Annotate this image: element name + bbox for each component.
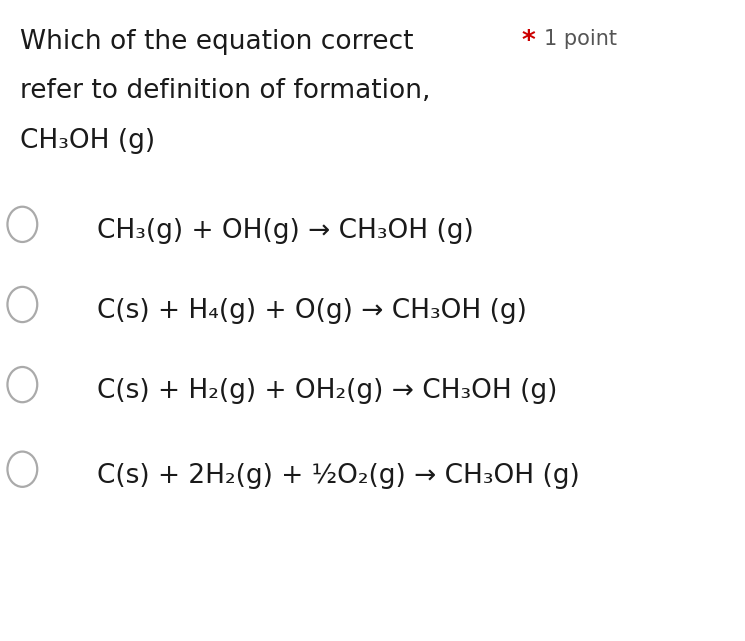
Text: refer to definition of formation,: refer to definition of formation, xyxy=(20,78,431,104)
Text: *: * xyxy=(522,29,535,55)
Text: C(s) + H₂(g) + OH₂(g) → CH₃OH (g): C(s) + H₂(g) + OH₂(g) → CH₃OH (g) xyxy=(97,378,557,404)
Text: C(s) + 2H₂(g) + ½O₂(g) → CH₃OH (g): C(s) + 2H₂(g) + ½O₂(g) → CH₃OH (g) xyxy=(97,463,580,489)
Text: 1 point: 1 point xyxy=(544,29,617,49)
Text: Which of the equation correct: Which of the equation correct xyxy=(20,29,413,55)
Text: CH₃OH (g): CH₃OH (g) xyxy=(20,128,155,154)
Text: CH₃(g) + OH(g) → CH₃OH (g): CH₃(g) + OH(g) → CH₃OH (g) xyxy=(97,218,474,244)
Text: C(s) + H₄(g) + O(g) → CH₃OH (g): C(s) + H₄(g) + O(g) → CH₃OH (g) xyxy=(97,298,527,324)
